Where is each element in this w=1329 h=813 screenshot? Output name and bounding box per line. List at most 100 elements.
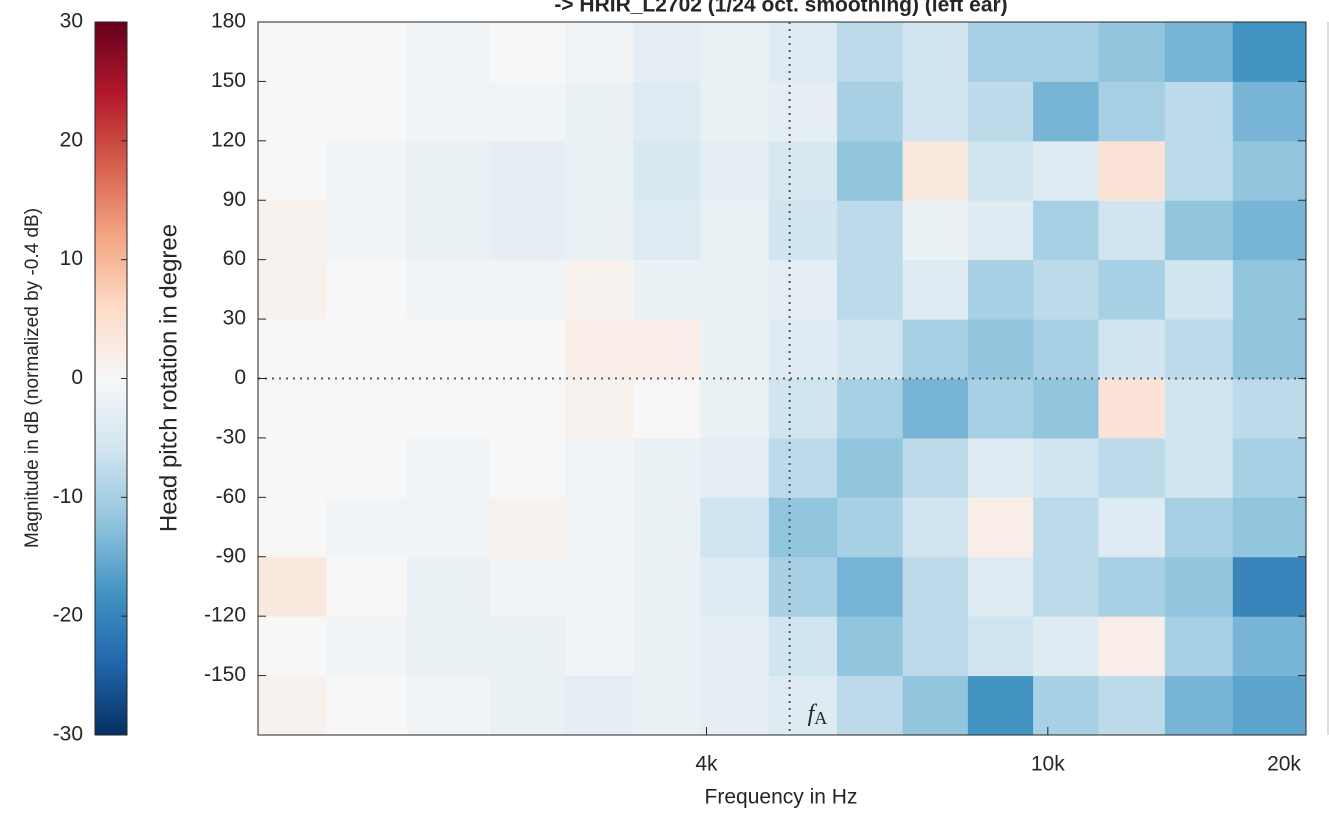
- heat-cell: [1098, 556, 1166, 617]
- heat-cell: [1033, 437, 1099, 498]
- heat-cell: [1232, 259, 1307, 320]
- heat-cell: [633, 22, 701, 82]
- heat-cell: [768, 319, 838, 379]
- heat-cell: [836, 616, 904, 677]
- heat-cell: [902, 497, 969, 558]
- heat-cell: [565, 319, 634, 379]
- heat-cell: [700, 437, 770, 498]
- heat-cell: [565, 200, 634, 261]
- heat-cell: [565, 556, 634, 617]
- heat-cell: [836, 22, 904, 82]
- heat-cell: [489, 437, 566, 498]
- y-tick-label: 120: [211, 128, 246, 151]
- heat-cell: [967, 140, 1034, 201]
- heat-cell: [1033, 81, 1099, 142]
- heat-cell: [1164, 22, 1234, 82]
- y-axis-label: Head pitch rotation in degree: [155, 224, 182, 532]
- heat-cell: [489, 259, 566, 320]
- heat-cell: [836, 437, 904, 498]
- heat-cell: [489, 616, 566, 677]
- heat-cell: [1232, 675, 1307, 736]
- heat-cell: [768, 437, 838, 498]
- heat-cell: [836, 497, 904, 558]
- heat-cell: [1164, 378, 1234, 439]
- heat-cell: [633, 556, 701, 617]
- heat-cell: [258, 378, 327, 439]
- heat-cell: [565, 497, 634, 558]
- heat-cell: [1098, 140, 1166, 201]
- heat-cell: [1232, 378, 1307, 439]
- heat-cell: [1098, 259, 1166, 320]
- heat-cell: [406, 378, 491, 439]
- heat-cell: [489, 497, 566, 558]
- heat-cell: [1033, 22, 1099, 82]
- heat-cell: [902, 378, 969, 439]
- heat-cell: [700, 675, 770, 736]
- heat-cell: [768, 616, 838, 677]
- annotation-subscript: A: [814, 708, 827, 728]
- heat-cell: [768, 675, 838, 736]
- heat-cell: [406, 200, 491, 261]
- heat-cell: [633, 140, 701, 201]
- heat-cell: [326, 616, 408, 677]
- heat-cell: [1164, 497, 1234, 558]
- heat-cell: [1164, 437, 1234, 498]
- heat-cell: [768, 140, 838, 201]
- heat-cell: [1164, 616, 1234, 677]
- heat-cell: [633, 319, 701, 379]
- x-tick-label: 4k: [695, 753, 718, 776]
- heat-cell: [326, 200, 408, 261]
- heat-cell: [489, 556, 566, 617]
- heat-cell: [700, 81, 770, 142]
- annotation: fA: [808, 701, 828, 729]
- heat-cell: [967, 200, 1034, 261]
- heat-cell: [1098, 81, 1166, 142]
- heat-cell: [1232, 200, 1307, 261]
- heat-cell: [1164, 675, 1234, 736]
- heat-cell: [258, 200, 327, 261]
- heat-cell: [326, 259, 408, 320]
- heat-cell: [1164, 140, 1234, 201]
- heat-cell: [768, 378, 838, 439]
- x-tick-label: 20k: [1267, 753, 1301, 776]
- heat-cell: [1164, 259, 1234, 320]
- heatmap: [258, 22, 1307, 736]
- y-tick-label: 60: [223, 247, 246, 270]
- heat-cell: [326, 22, 408, 82]
- heat-cell: [489, 378, 566, 439]
- heat-cell: [489, 675, 566, 736]
- heat-cell: [836, 140, 904, 201]
- heat-cell: [967, 319, 1034, 379]
- heat-cell: [700, 22, 770, 82]
- heat-cell: [258, 259, 327, 320]
- heat-cell: [836, 378, 904, 439]
- heat-cell: [967, 675, 1034, 736]
- heat-cell: [406, 140, 491, 201]
- heat-cell: [902, 616, 969, 677]
- heat-cell: [967, 437, 1034, 498]
- y-tick-label: 180: [211, 10, 246, 33]
- colorbar-tick-label: -10: [53, 485, 83, 508]
- heat-cell: [902, 259, 969, 320]
- colorbar-label: Magnitude in dB (normalized by -0.4 dB): [22, 208, 43, 548]
- heat-cell: [406, 81, 491, 142]
- heat-cell: [1232, 140, 1307, 201]
- heat-cell: [258, 556, 327, 617]
- colorbar-tick-label: -20: [53, 604, 83, 627]
- heat-cell: [565, 259, 634, 320]
- heat-cell: [326, 497, 408, 558]
- heat-cell: [258, 319, 327, 379]
- y-tick-label: 0: [234, 366, 246, 389]
- heat-cell: [489, 200, 566, 261]
- heat-cell: [967, 22, 1034, 82]
- heat-cell: [326, 81, 408, 142]
- heat-cell: [258, 22, 327, 82]
- heat-cell: [258, 140, 327, 201]
- heat-cell: [565, 81, 634, 142]
- y-tick-label: -90: [216, 544, 246, 567]
- colorbar-tick-label: -30: [53, 723, 83, 746]
- y-tick-label: -150: [204, 663, 246, 686]
- heat-cell: [1164, 556, 1234, 617]
- heat-cell: [406, 22, 491, 82]
- heat-cell: [489, 140, 566, 201]
